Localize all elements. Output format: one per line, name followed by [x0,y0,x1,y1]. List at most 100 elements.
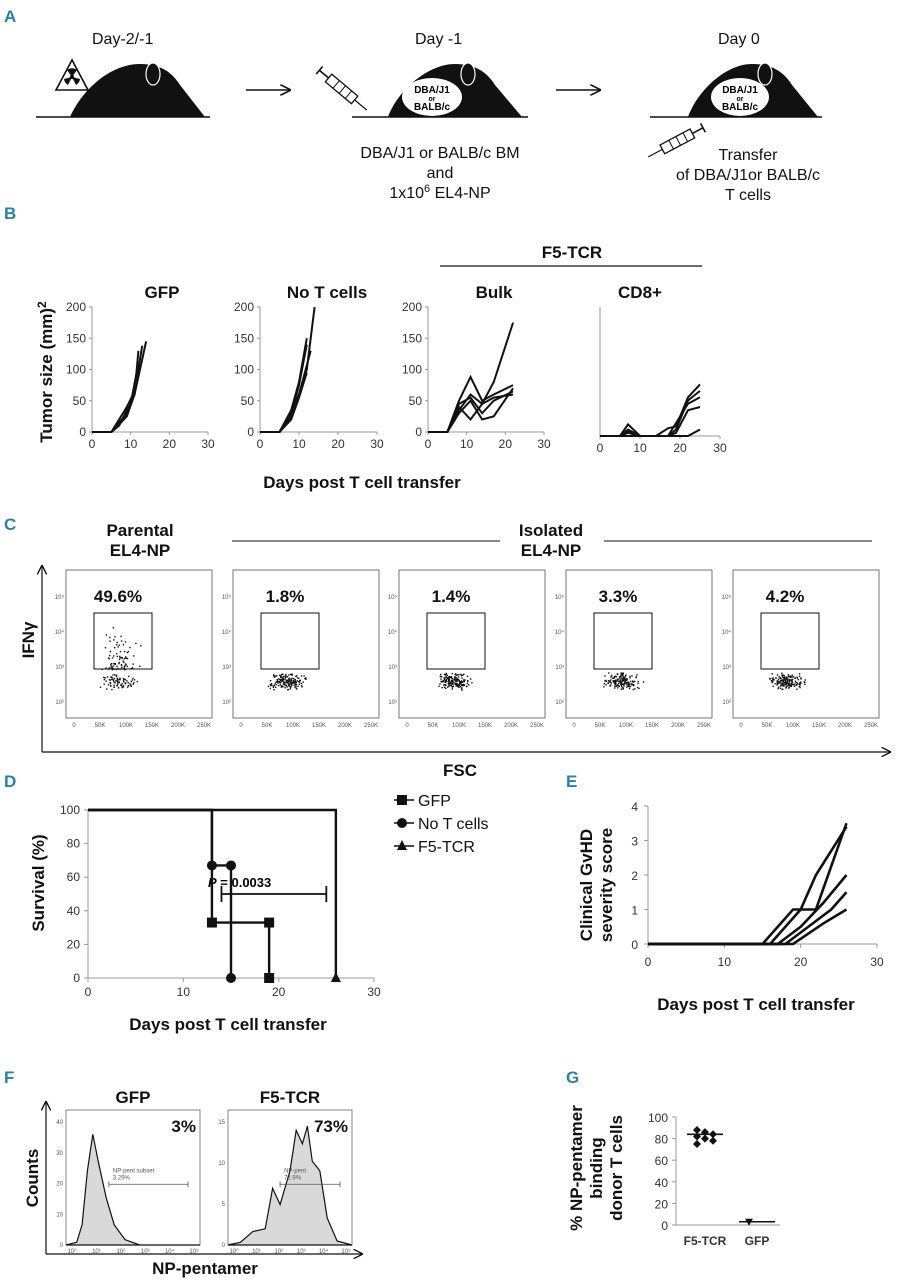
c-event-dot [118,658,121,660]
mouse-icon-2: DBA/J1 or BALB/c [352,62,528,118]
c-event-dot [783,685,785,687]
c-event-dot [798,675,801,678]
c-event-dot [624,680,626,683]
c-event-dot [279,678,281,681]
c-event-dot [604,675,606,677]
c-event-dot [114,668,116,670]
c-event-dot [298,677,300,680]
c-event-dot [295,685,297,687]
c-xtick-label: 100K [619,723,633,729]
c-event-dot [114,647,116,649]
c-event-dot [289,685,291,688]
d-legend: GFP No T cells F5-TCR [394,793,489,856]
c-event-dot [782,685,784,687]
c-event-dot [124,682,126,684]
c-event-dot [115,680,117,682]
c-event-dot [456,685,458,687]
c-event-dot [276,679,278,681]
c-event-dot [118,662,120,665]
c-event-dot [638,687,640,690]
c-event-dot [799,686,801,689]
c-ytick-label: 10² [222,700,231,706]
c-event-dot [463,680,465,683]
c-event-dot [614,680,617,682]
c-event-dot [611,677,614,679]
c-event-dot [291,681,293,683]
f-ytick-label: 0 [222,1243,226,1249]
c-event-dot [281,685,283,688]
c-event-dot [620,684,623,686]
c-event-dot [133,679,136,681]
c-event-dot [454,676,456,679]
c-event-dot [782,683,785,686]
syringe-icon-1 [315,65,368,111]
e-ytick-label: 2 [631,869,638,883]
f-xtick-label: 10² [274,1249,283,1255]
c-xlabel: FSC [443,761,477,780]
c-event-dot [781,682,784,684]
step3-caption-1: Transfer [719,147,779,164]
c-event-dot [131,667,134,669]
c-event-dot [799,682,801,684]
c-event-dot [783,678,785,681]
c-event-dot [123,678,126,680]
c-event-dot [798,683,801,686]
panel-label-a: A [4,7,16,26]
c-event-dot [304,677,307,679]
c-event-dot [462,685,464,687]
f-xtick-label: 10³ [297,1249,306,1255]
c-event-dot [636,674,638,676]
b-xtick-label: 20 [331,437,345,451]
d-marker-triangle [330,972,341,982]
c-event-dot [300,682,303,685]
c-event-dot [133,655,135,657]
c-event-dot [772,680,774,683]
panel-label-c: C [4,515,16,534]
c-event-dot [790,682,793,684]
c-event-dot [452,683,454,686]
c-event-dot [448,682,450,684]
c-event-dot [125,656,127,658]
c-event-dot [105,680,107,682]
c-event-dot [463,673,465,675]
e-series-line-3 [648,891,848,946]
c-event-dot [445,679,447,681]
c-event-dot [124,665,126,667]
c-event-dot [444,679,446,681]
c-event-dot [804,679,806,681]
c-event-dot [119,668,122,670]
c-event-dot [280,674,283,676]
c-event-dot [461,677,463,679]
c-event-dot [781,685,783,687]
d-ytick-label: 0 [73,971,80,985]
c-event-dot [779,687,782,689]
c-event-dot [615,676,617,678]
b-ytick-label: 200 [66,300,86,314]
c-event-dot [444,684,446,686]
c-event-dot [440,676,443,678]
c-event-dot [458,681,461,683]
c-xtick-label: 200K [838,723,852,729]
c-event-dot [288,678,290,681]
c-event-dot [450,676,452,678]
c-event-dot [126,657,129,660]
c-ytick-label: 10⁵ [722,594,732,601]
c-event-dot [282,685,284,688]
f-histogram-0 [65,1134,200,1246]
c-event-dot [446,677,448,679]
c-event-dot [624,679,626,681]
c-gate-percent-2: 1.4% [432,587,471,606]
c-event-dot [460,682,462,684]
radiation-icon [54,58,90,91]
mouse2-strain-or: or [429,96,436,103]
c-event-dot [103,678,106,681]
b-xtick-label: 30 [713,441,727,455]
c-event-dot [781,680,784,682]
c-event-dot [449,682,451,685]
c-event-dot [121,667,123,669]
b-xtick-label: 0 [89,437,96,451]
c-event-dot [787,674,789,676]
c-event-dot [120,665,123,667]
c-event-dot [295,681,297,684]
c-xtick-label: 150K [312,723,326,729]
